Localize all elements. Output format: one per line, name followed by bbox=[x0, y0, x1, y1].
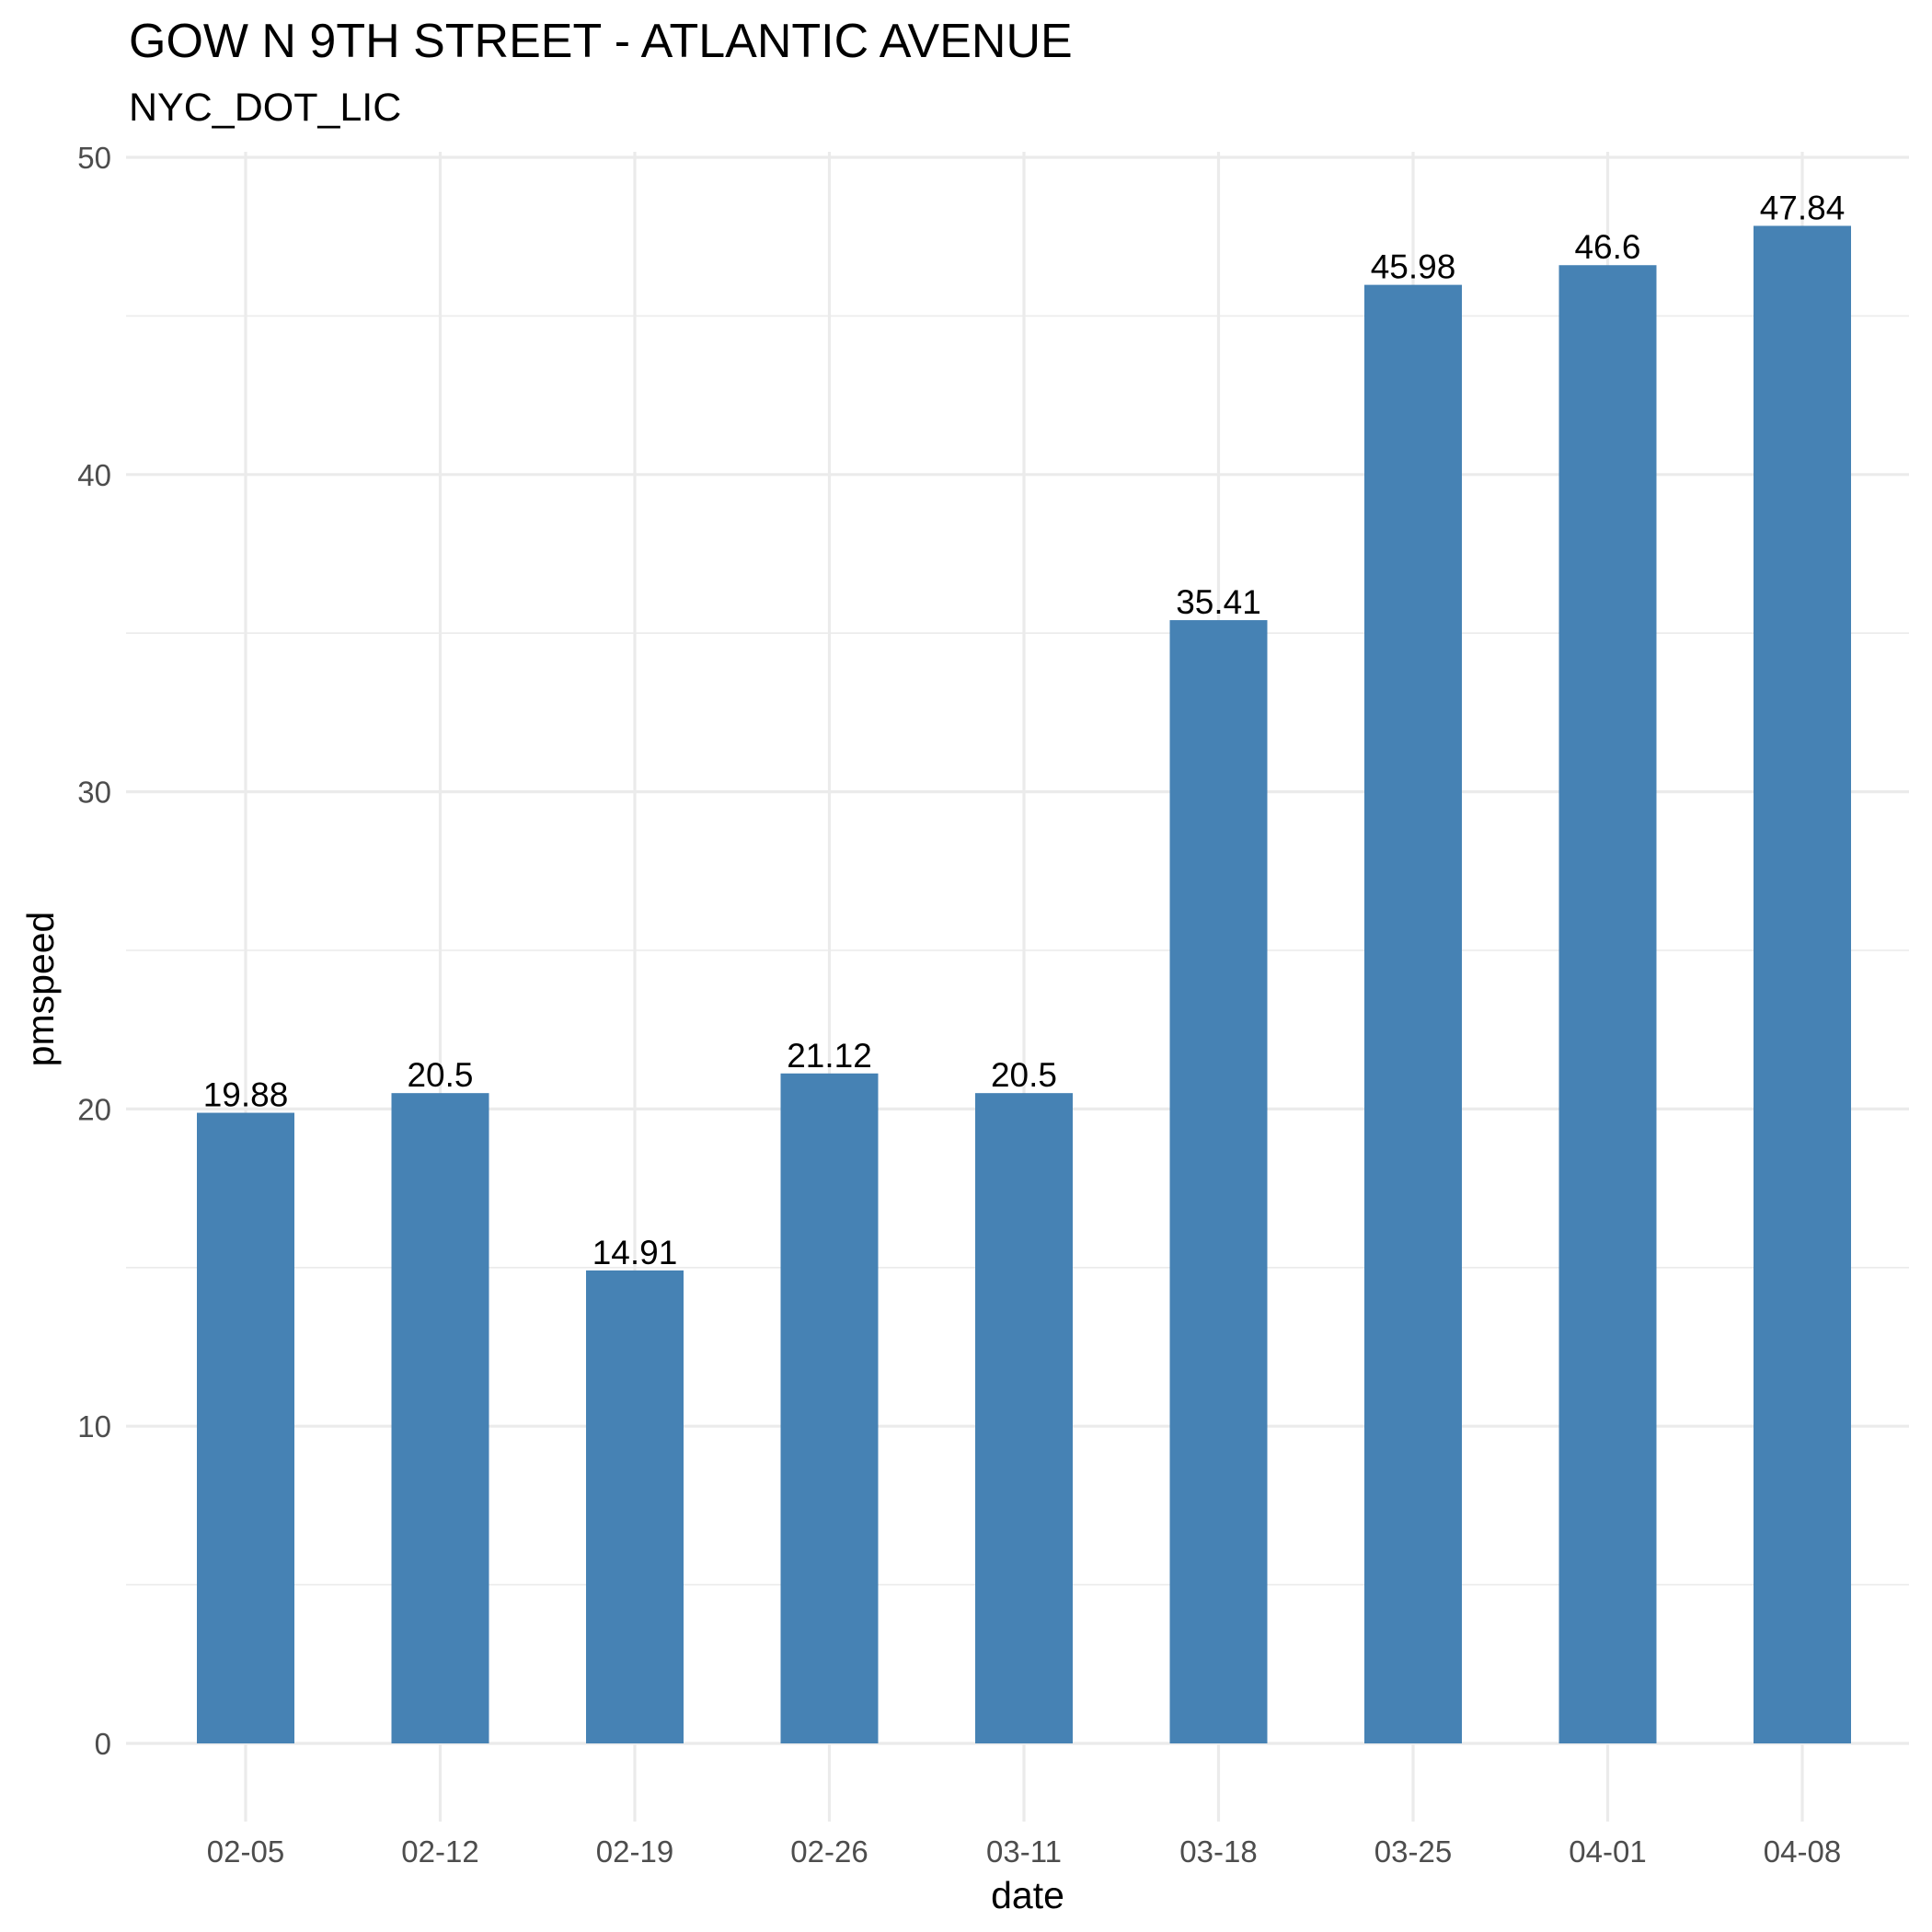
y-axis-ticks: 0 10 20 30 40 50 bbox=[77, 141, 111, 1761]
x-axis-title: date bbox=[991, 1874, 1064, 1916]
bar-02-26 bbox=[780, 1073, 879, 1743]
x-tick-label-03-11: 03-11 bbox=[986, 1834, 1062, 1869]
bars bbox=[197, 225, 1851, 1744]
data-label-02-05: 19.88 bbox=[203, 1076, 289, 1114]
x-tick-label-03-25: 03-25 bbox=[1374, 1834, 1452, 1869]
y-tick-label: 50 bbox=[77, 141, 111, 175]
x-tick-label-02-19: 02-19 bbox=[596, 1834, 673, 1869]
bar-03-25 bbox=[1364, 284, 1462, 1743]
bar-03-18 bbox=[1169, 620, 1268, 1743]
data-label-02-19: 14.91 bbox=[592, 1234, 678, 1271]
data-labels: 19.88 20.5 14.91 21.12 20.5 35.41 45.98 46.6 47.… bbox=[203, 189, 1846, 1271]
y-tick-label: 0 bbox=[95, 1727, 111, 1761]
x-tick-label-03-18: 03-18 bbox=[1179, 1834, 1257, 1869]
x-tick-label-04-01: 04-01 bbox=[1569, 1834, 1646, 1869]
y-tick-label: 10 bbox=[77, 1409, 111, 1443]
y-axis-title: pmspeed bbox=[19, 912, 62, 1067]
bar-04-08 bbox=[1754, 225, 1851, 1743]
data-label-02-26: 21.12 bbox=[787, 1037, 872, 1075]
x-tick-label-02-26: 02-26 bbox=[790, 1834, 868, 1869]
data-label-03-11: 20.5 bbox=[991, 1056, 1057, 1094]
data-label-04-08: 47.84 bbox=[1760, 189, 1846, 226]
x-tick-label-04-08: 04-08 bbox=[1764, 1834, 1841, 1869]
data-label-02-12: 20.5 bbox=[407, 1056, 473, 1094]
bar-02-19 bbox=[586, 1270, 684, 1743]
x-tick-label-02-12: 02-12 bbox=[401, 1834, 478, 1869]
data-label-04-01: 46.6 bbox=[1574, 228, 1640, 266]
y-tick-label: 20 bbox=[77, 1092, 111, 1126]
y-tick-label: 40 bbox=[77, 458, 111, 492]
data-label-03-18: 35.41 bbox=[1176, 583, 1261, 621]
chart-title: GOW N 9TH STREET - ATLANTIC AVENUE bbox=[129, 15, 1073, 68]
bar-02-05 bbox=[197, 1112, 294, 1743]
bar-04-01 bbox=[1558, 265, 1657, 1744]
chart-subtitle: NYC_DOT_LIC bbox=[129, 86, 401, 130]
bar-02-12 bbox=[391, 1093, 489, 1743]
y-tick-label: 30 bbox=[77, 776, 111, 810]
data-label-03-25: 45.98 bbox=[1371, 248, 1456, 286]
bar-03-11 bbox=[975, 1093, 1073, 1743]
x-axis-ticks: 02-05 02-12 02-19 02-26 03-11 03-18 03-25 04-01… bbox=[207, 1834, 1841, 1869]
x-tick-label-02-05: 02-05 bbox=[207, 1834, 284, 1869]
